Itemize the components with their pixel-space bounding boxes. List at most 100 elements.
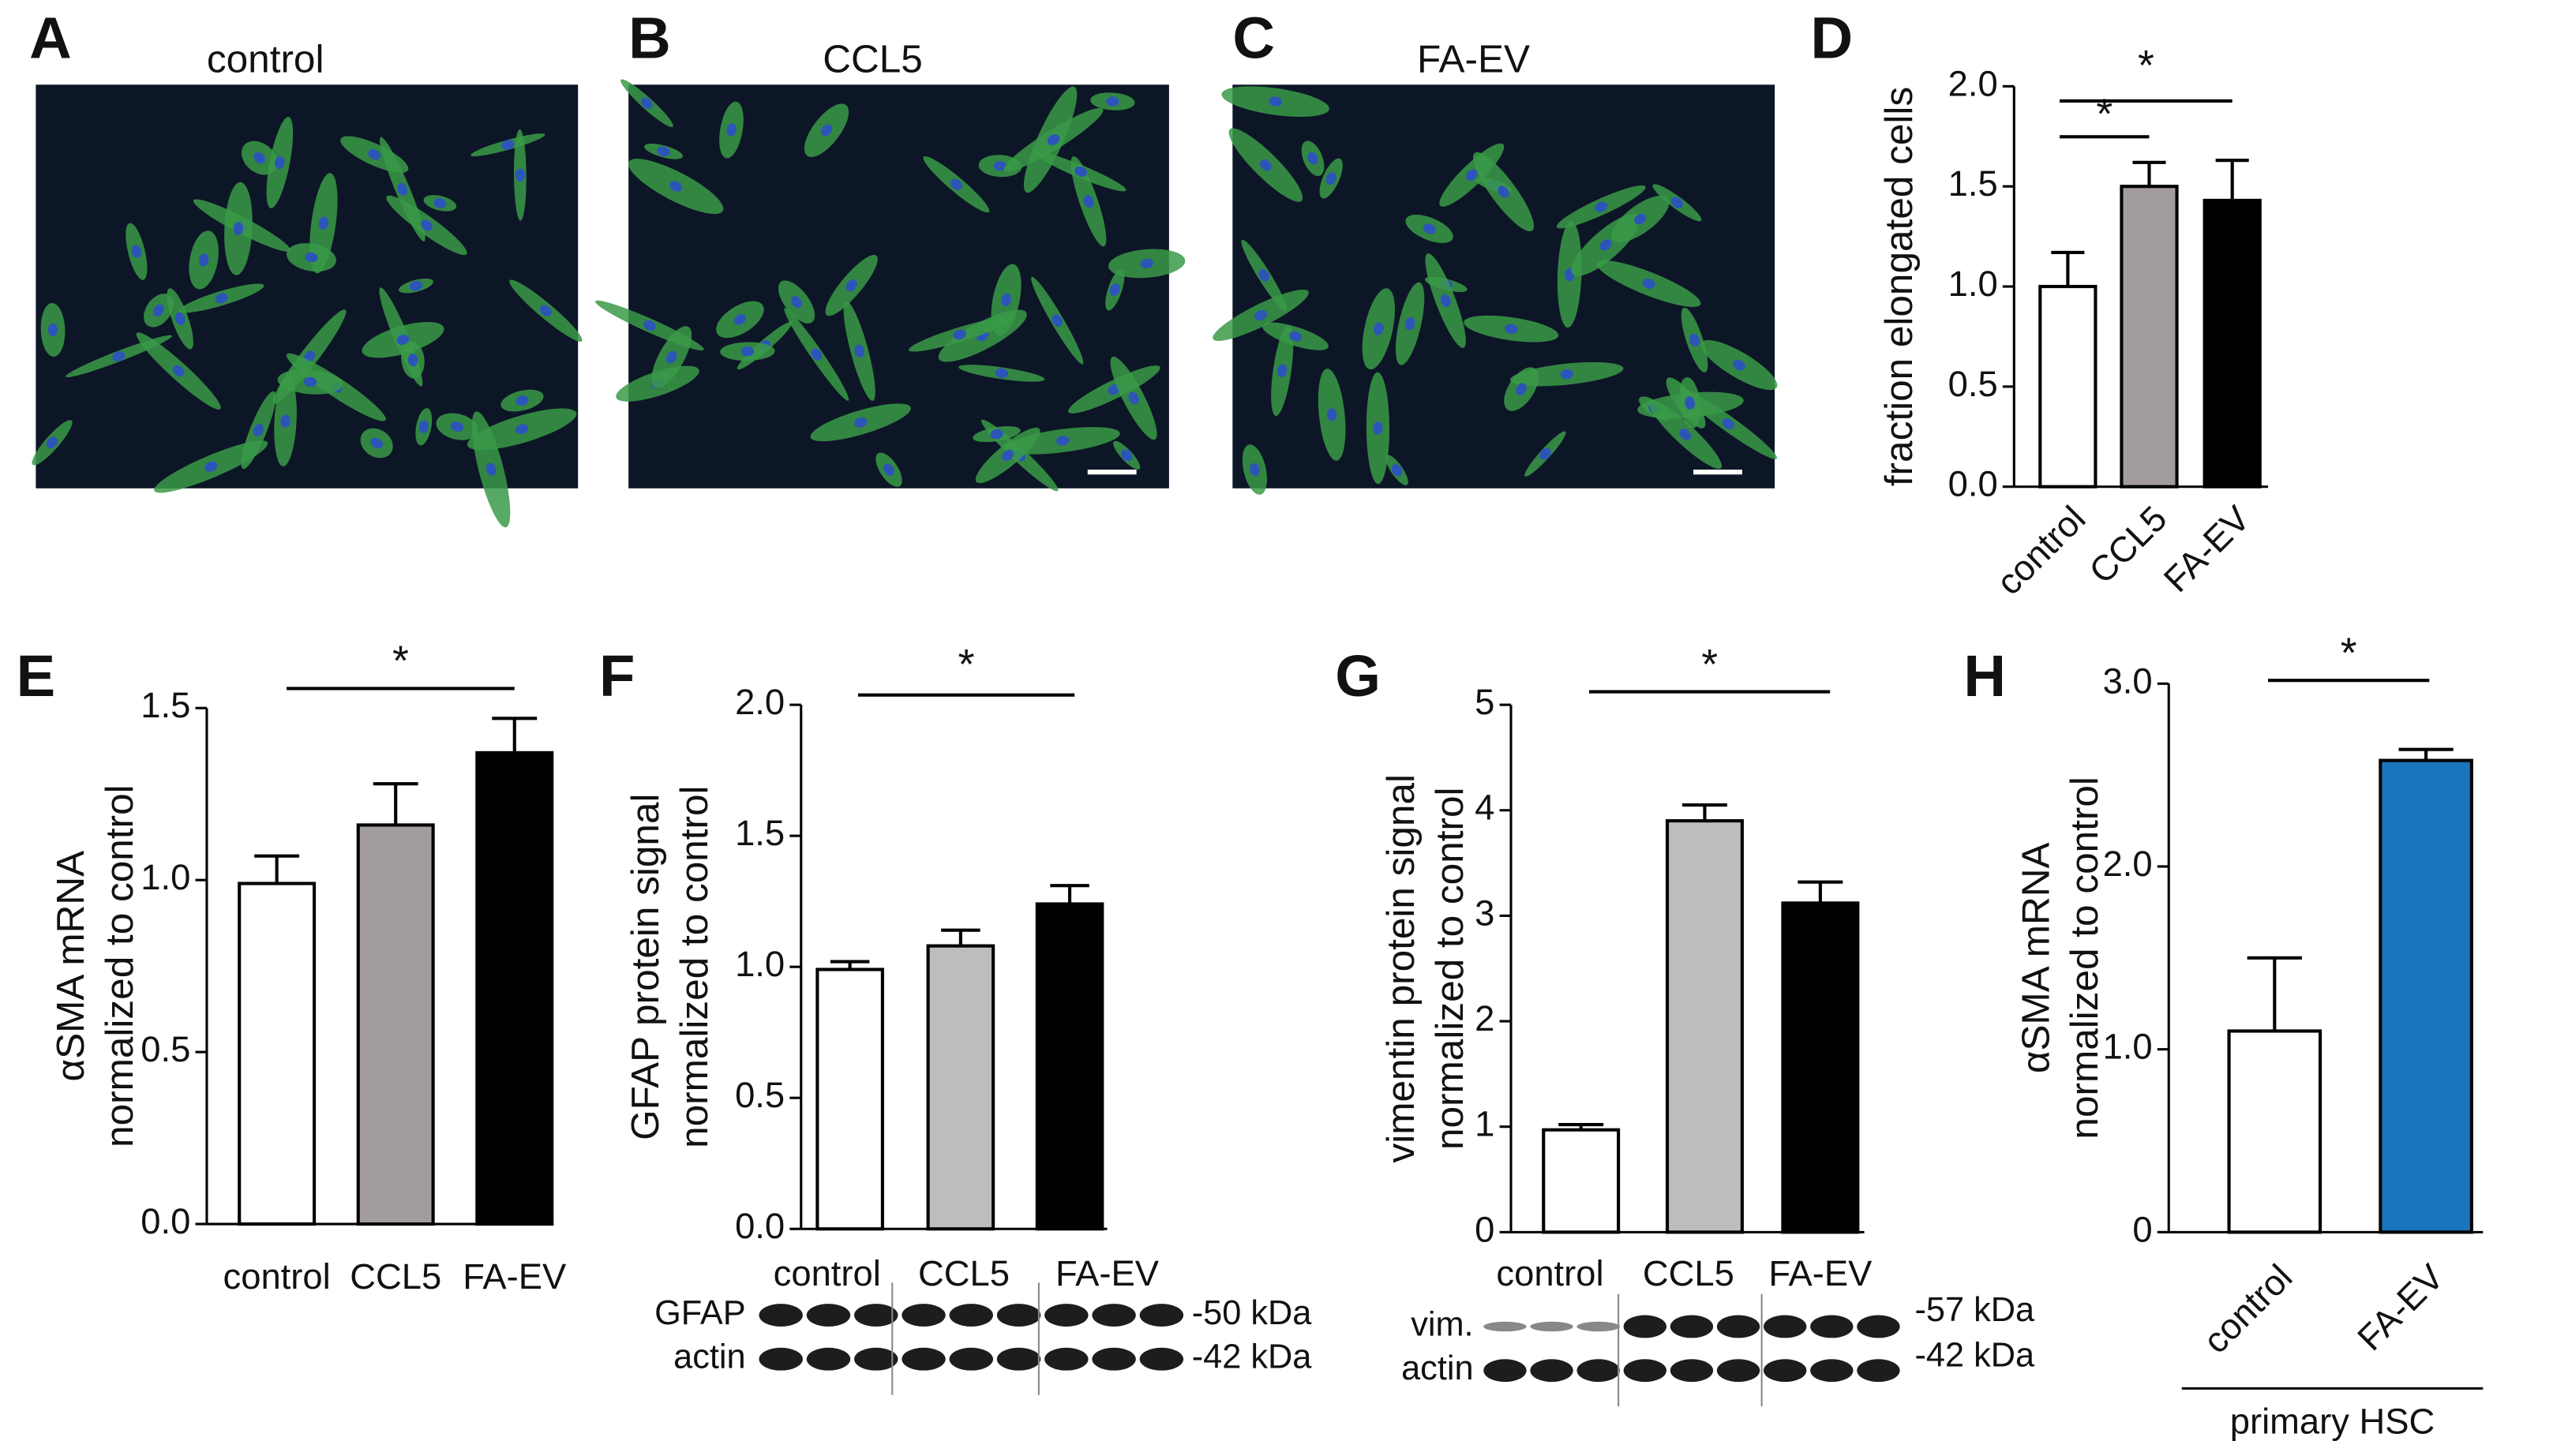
nucleus (1685, 396, 1695, 410)
blot-band (854, 1347, 898, 1371)
nucleus (669, 181, 682, 192)
bar (1035, 902, 1104, 1231)
y-tick-label: 1 (1475, 1104, 1494, 1144)
y-tick-label: 1.5 (735, 813, 785, 853)
significance-star: * (2341, 629, 2357, 676)
x-axis-label: primary HSC (2230, 1402, 2435, 1442)
nucleus (407, 353, 418, 367)
x-tick-label: control (2195, 1256, 2300, 1361)
blot-band (1044, 1304, 1089, 1327)
blot-band (1483, 1321, 1527, 1332)
nucleus (953, 329, 966, 340)
x-tick-label: FA-EV (1055, 1253, 1160, 1293)
y-tick-label: 1.0 (141, 857, 190, 897)
nucleus (1516, 383, 1527, 395)
nucleus (515, 424, 529, 435)
nucleus (726, 123, 737, 137)
nucleus (46, 436, 58, 449)
x-tick-label: FA-EV (2156, 498, 2258, 600)
nucleus (1504, 324, 1518, 334)
nucleus (1423, 223, 1436, 234)
nucleus (368, 149, 381, 160)
nucleus (1722, 417, 1734, 429)
blot-band (949, 1304, 994, 1327)
blot-size: -42 kDa (1915, 1337, 2036, 1375)
nucleus (198, 253, 209, 267)
blot-band (1763, 1315, 1807, 1338)
y-tick-label: 0 (2132, 1209, 2152, 1249)
blot-band (1092, 1304, 1136, 1327)
micrograph (628, 84, 1169, 488)
image-title: control (207, 38, 324, 81)
panel-label: G (1335, 643, 1381, 709)
nucleus (539, 305, 552, 316)
x-tick-label: control (774, 1253, 881, 1293)
y-axis-label: GFAP protein signal (624, 794, 667, 1140)
image-title: FA-EV (1417, 38, 1530, 81)
blot-band (1670, 1315, 1714, 1338)
nucleus (657, 146, 670, 157)
blot-band (996, 1347, 1041, 1371)
nucleus (1595, 201, 1608, 212)
bar (2202, 198, 2262, 488)
nucleus (1689, 333, 1700, 346)
nucleus (990, 429, 1003, 440)
blot-band (1716, 1359, 1760, 1383)
bar (1781, 901, 1860, 1234)
nucleus (854, 344, 865, 357)
y-tick-label: 1.0 (2103, 1027, 2153, 1067)
nucleus (1634, 213, 1647, 225)
y-tick-label: 3 (1475, 893, 1494, 933)
y-axis-label: normalized to control (2063, 777, 2106, 1139)
blot-band (1483, 1359, 1527, 1383)
nucleus (740, 346, 755, 357)
nucleus (485, 462, 497, 476)
y-tick-label: 2.0 (2103, 844, 2153, 884)
nucleus (515, 168, 526, 182)
blot-band (1623, 1315, 1667, 1338)
significance-star: * (958, 641, 975, 688)
nucleus (1733, 359, 1745, 371)
y-tick-label: 0.0 (735, 1206, 785, 1246)
panel-label: E (17, 643, 56, 709)
nucleus (1288, 331, 1303, 342)
nucleus (1325, 172, 1336, 185)
nucleus (995, 368, 1009, 379)
nucleus (396, 335, 410, 346)
nucleus (1440, 294, 1451, 308)
nucleus (303, 376, 317, 387)
blot-band (1044, 1347, 1089, 1371)
bar (1542, 1128, 1621, 1234)
nucleus (420, 219, 433, 231)
nucleus (845, 279, 857, 292)
nucleus (280, 414, 291, 428)
blot-band (1530, 1321, 1573, 1332)
nucleus (305, 252, 318, 263)
blot-band (806, 1304, 851, 1327)
nucleus (1074, 166, 1087, 177)
blot-band (1810, 1359, 1854, 1383)
nucleus (501, 140, 515, 150)
nucleus (993, 161, 1007, 171)
y-axis-label: normalized to control (98, 784, 141, 1147)
panel-label: B (628, 5, 671, 70)
nucleus (1404, 317, 1415, 331)
nucleus (397, 182, 408, 196)
nucleus (950, 178, 962, 190)
nucleus (883, 463, 894, 476)
y-tick-label: 0.5 (1948, 364, 1998, 404)
x-tick-label: CCL5 (2081, 498, 2174, 591)
cells (1213, 86, 1778, 495)
significance-star: * (2096, 91, 2113, 138)
y-tick-label: 5 (1475, 682, 1494, 722)
y-tick-label: 0.0 (141, 1201, 190, 1241)
cells (595, 79, 1186, 492)
bar (2120, 185, 2179, 488)
nucleus (253, 152, 266, 164)
nucleus (1679, 429, 1692, 440)
nucleus (733, 314, 747, 325)
nucleus (1120, 449, 1133, 462)
y-axis-label: αSMA mRNA (49, 851, 92, 1082)
nucleus (1670, 197, 1683, 208)
